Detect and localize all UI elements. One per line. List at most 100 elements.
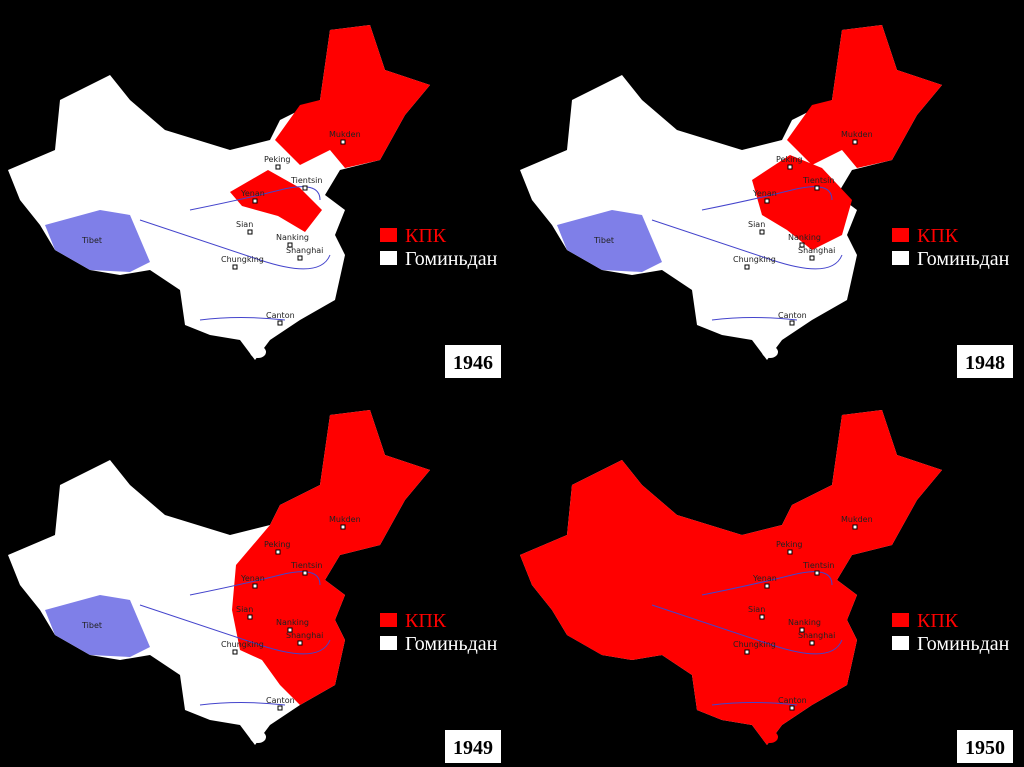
hainan [250, 346, 266, 358]
city-marker [789, 320, 795, 326]
legend-swatch [380, 636, 397, 650]
legend-label: КПК [405, 225, 447, 247]
city-label: Mukden [841, 515, 873, 524]
kpk-territory [275, 25, 430, 168]
city-marker [759, 229, 765, 235]
city-label: Yenan [240, 189, 265, 198]
legend-label: КПК [405, 610, 447, 632]
city-label: Sian [236, 605, 253, 614]
river [199, 317, 286, 321]
legend-swatch [380, 251, 397, 265]
city-label: Peking [264, 155, 290, 164]
city-label: Chungking [221, 640, 264, 649]
city-marker [852, 524, 858, 530]
city-label: Tibet [593, 236, 614, 245]
hainan [762, 346, 778, 358]
city-marker [232, 649, 238, 655]
year-label: 1948 [965, 352, 1005, 374]
city-marker [252, 198, 258, 204]
city-label: Chungking [733, 255, 776, 264]
city-label: Tibet [81, 236, 102, 245]
legend-label: Гоминьдан [405, 633, 498, 655]
city-label: Tibet [81, 621, 102, 630]
legend-swatch [892, 251, 909, 265]
kpk-territory [752, 155, 852, 250]
city-marker [340, 524, 346, 530]
city-marker [789, 705, 795, 711]
tibet [557, 210, 662, 272]
city-marker [297, 255, 303, 261]
legend-label: Гоминьдан [405, 248, 498, 270]
city-label: Sian [748, 220, 765, 229]
city-label: Shanghai [286, 246, 323, 255]
city-marker [302, 185, 308, 191]
city-marker [287, 627, 293, 633]
year-box [957, 345, 1013, 378]
river [199, 702, 286, 706]
legend-swatch [380, 228, 397, 242]
legend-swatch [892, 228, 909, 242]
city-label: Sian [748, 605, 765, 614]
river [651, 219, 843, 270]
map-panel: Mukden Peking Tientsin Yenan Sian Nanking Shan… [8, 410, 501, 763]
city-label: Canton [778, 696, 807, 705]
city-marker [799, 242, 805, 248]
city-label: Nanking [788, 618, 821, 627]
map-panel: Mukden Peking Tientsin Yenan Sian Nanking Shan… [520, 410, 1013, 763]
city-label: Chungking [221, 255, 264, 264]
year-label: 1949 [453, 737, 493, 759]
city-label: Tientsin [290, 176, 322, 185]
city-marker [759, 614, 765, 620]
city-label: Canton [266, 311, 295, 320]
city-label: Yenan [752, 574, 777, 583]
city-label: Shanghai [798, 631, 835, 640]
city-marker [852, 139, 858, 145]
city-label: Peking [776, 540, 802, 549]
kpk-territory [232, 410, 430, 705]
river [701, 186, 833, 211]
map-panel: Mukden Peking Tientsin Yenan Sian Nanking Shan… [8, 25, 501, 378]
legend-swatch [892, 636, 909, 650]
city-marker [247, 614, 253, 620]
city-marker [809, 255, 815, 261]
map-panel: Mukden Peking Tientsin Yenan Sian Nanking Shan… [520, 25, 1013, 378]
year-box [445, 345, 501, 378]
city-label: Chungking [733, 640, 776, 649]
city-label: Yenan [240, 574, 265, 583]
city-label: Mukden [841, 130, 873, 139]
kpk-territory [230, 170, 322, 232]
city-marker [297, 640, 303, 646]
city-marker [814, 185, 820, 191]
river [651, 604, 843, 655]
city-marker [340, 139, 346, 145]
city-label: Shanghai [286, 631, 323, 640]
tibet [45, 210, 150, 272]
city-label: Tientsin [290, 561, 322, 570]
kpk-territory [787, 25, 942, 168]
city-label: Yenan [752, 189, 777, 198]
city-label: Tientsin [802, 176, 834, 185]
city-marker [764, 198, 770, 204]
river [189, 186, 321, 211]
legend-label: КПК [917, 225, 959, 247]
river [711, 702, 798, 706]
city-label: Peking [776, 155, 802, 164]
city-marker [744, 649, 750, 655]
city-marker [277, 320, 283, 326]
year-box [957, 730, 1013, 763]
kpk-territory [520, 410, 942, 745]
city-label: Peking [264, 540, 290, 549]
city-marker [275, 164, 281, 170]
city-marker [287, 242, 293, 248]
river [139, 604, 331, 655]
legend-label: Гоминьдан [917, 248, 1010, 270]
city-marker [247, 229, 253, 235]
river [189, 571, 321, 596]
city-marker [275, 549, 281, 555]
city-marker [302, 570, 308, 576]
legend-label: Гоминьдан [917, 633, 1010, 655]
kpk-territory [557, 595, 662, 657]
city-marker [232, 264, 238, 270]
city-label: Nanking [276, 233, 309, 242]
city-marker [787, 164, 793, 170]
